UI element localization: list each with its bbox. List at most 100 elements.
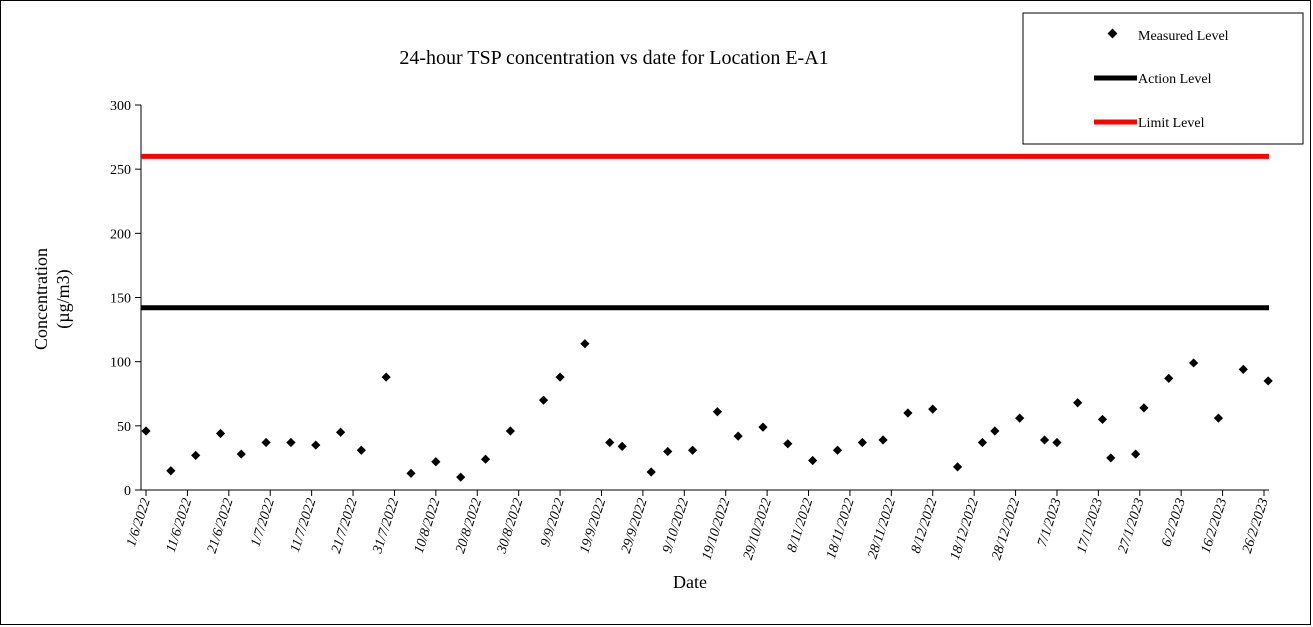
data-point-diamond xyxy=(1213,413,1224,423)
data-point-diamond xyxy=(1263,376,1273,386)
data-point-diamond xyxy=(646,467,656,477)
legend-box xyxy=(1022,12,1304,145)
x-tick-label: 31/7/2022 xyxy=(370,497,402,557)
x-tick-label: 8/11/2022 xyxy=(785,497,816,555)
data-point-diamond xyxy=(406,468,416,478)
y-tick-label: 150 xyxy=(110,292,131,307)
y-axis-label: Concentration (µg/m3) xyxy=(31,248,74,350)
data-point-diamond xyxy=(1015,413,1025,423)
y-tick-label: 200 xyxy=(110,227,131,242)
data-point-diamond xyxy=(903,408,913,418)
data-point-diamond xyxy=(990,426,1000,436)
data-point-diamond xyxy=(505,426,515,436)
data-point-diamond xyxy=(1052,437,1062,448)
data-point-diamond xyxy=(878,435,888,445)
data-point-diamond xyxy=(663,446,673,457)
x-tick-label: 19/10/2022 xyxy=(700,497,734,562)
x-tick-label: 27/1/2023 xyxy=(1116,497,1148,556)
x-tick-label: 9/10/2022 xyxy=(660,497,692,556)
data-point-diamond xyxy=(191,450,201,460)
data-point-diamond xyxy=(1164,373,1174,383)
data-point-diamond xyxy=(783,439,793,449)
data-point-diamond xyxy=(261,437,271,448)
x-tick-label: 1/7/2022 xyxy=(248,497,278,549)
x-tick-label: 30/8/2022 xyxy=(494,497,526,557)
x-tick-label: 11/6/2022 xyxy=(164,497,195,555)
data-point-diamond xyxy=(480,454,491,464)
data-point-diamond xyxy=(1106,453,1116,463)
chart-title: 24-hour TSP concentration vs date for Lo… xyxy=(399,47,828,69)
data-point-diamond xyxy=(336,427,346,437)
x-tick-label: 6/2/2023 xyxy=(1159,497,1189,549)
data-point-diamond xyxy=(381,372,391,382)
data-point-diamond xyxy=(605,437,615,448)
x-tick-label: 8/12/2022 xyxy=(909,497,941,556)
x-tick-label: 10/8/2022 xyxy=(412,497,444,556)
x-axis-label: Date xyxy=(673,572,707,592)
y-tick-label: 300 xyxy=(110,99,131,114)
x-tick-label: 28/12/2022 xyxy=(989,497,1023,562)
data-point-diamond xyxy=(555,372,565,382)
data-point-diamond xyxy=(431,457,441,467)
data-point-diamond xyxy=(952,462,963,472)
data-point-diamond xyxy=(356,445,366,455)
data-points xyxy=(141,339,1273,482)
x-tick-label: 20/8/2022 xyxy=(453,497,485,556)
y-tick-label: 250 xyxy=(110,163,131,178)
y-tick-label: 0 xyxy=(124,484,131,499)
data-point-diamond xyxy=(1097,414,1108,425)
reference-lines xyxy=(141,153,1269,311)
x-tick-label: 21/7/2022 xyxy=(329,497,361,556)
data-point-diamond xyxy=(1189,358,1199,368)
data-point-diamond xyxy=(141,426,151,436)
x-tick-label: 29/10/2022 xyxy=(741,497,775,562)
x-tick-label: 1/6/2022 xyxy=(124,497,154,549)
data-point-diamond xyxy=(687,445,698,455)
x-tick-label: 28/11/2022 xyxy=(865,497,899,561)
y-axis-label-line1: Concentration xyxy=(31,248,51,350)
data-point-diamond xyxy=(712,407,723,417)
x-tick-label: 18/11/2022 xyxy=(824,497,858,561)
data-point-diamond xyxy=(617,441,627,451)
data-point-diamond xyxy=(928,404,938,414)
data-point-diamond xyxy=(286,437,296,448)
x-tick-label: 9/9/2022 xyxy=(538,497,568,549)
data-point-diamond xyxy=(236,449,246,459)
data-point-diamond xyxy=(1238,364,1248,374)
data-point-diamond xyxy=(311,440,321,450)
data-point-diamond xyxy=(1073,398,1083,408)
data-point-diamond xyxy=(857,437,867,448)
data-point-diamond xyxy=(1039,435,1050,445)
legend-diamond-marker xyxy=(1107,28,1118,39)
data-point-diamond xyxy=(1131,449,1141,459)
data-point-diamond xyxy=(758,422,768,432)
y-tick-label: 100 xyxy=(110,356,131,371)
legend-label-action: Action Level xyxy=(1138,72,1212,87)
x-tick-label: 11/7/2022 xyxy=(288,497,319,555)
x-tick-label: 19/9/2022 xyxy=(577,497,609,556)
data-point-diamond xyxy=(215,428,226,439)
x-tick-label: 26/2/2023 xyxy=(1240,497,1272,556)
data-point-diamond xyxy=(733,431,743,441)
legend-label-limit: Limit Level xyxy=(1138,116,1205,131)
data-point-diamond xyxy=(456,472,466,482)
legend-label-measured: Measured Level xyxy=(1138,29,1229,44)
data-point-diamond xyxy=(832,445,843,455)
x-tick-label: 7/1/2023 xyxy=(1035,497,1065,549)
legend: Measured Level Action Level Limit Level xyxy=(1022,12,1304,145)
data-point-diamond xyxy=(1139,403,1149,413)
data-point-diamond xyxy=(580,339,590,349)
data-point-diamond xyxy=(808,455,818,466)
y-axis-label-line2: (µg/m3) xyxy=(53,269,74,328)
x-tick-label: 16/2/2023 xyxy=(1199,497,1231,556)
x-tick-label: 18/12/2022 xyxy=(948,497,982,562)
data-point-diamond xyxy=(166,466,176,476)
x-tick-label: 17/1/2023 xyxy=(1074,497,1106,556)
data-point-diamond xyxy=(538,395,549,405)
data-point-diamond xyxy=(977,437,988,448)
axes: 0 50 100 150 200 250 300 1/6/2022 11/6/2022 21/6/… xyxy=(110,99,1272,562)
y-tick-label: 50 xyxy=(117,420,131,435)
x-tick-label: 21/6/2022 xyxy=(205,497,237,556)
